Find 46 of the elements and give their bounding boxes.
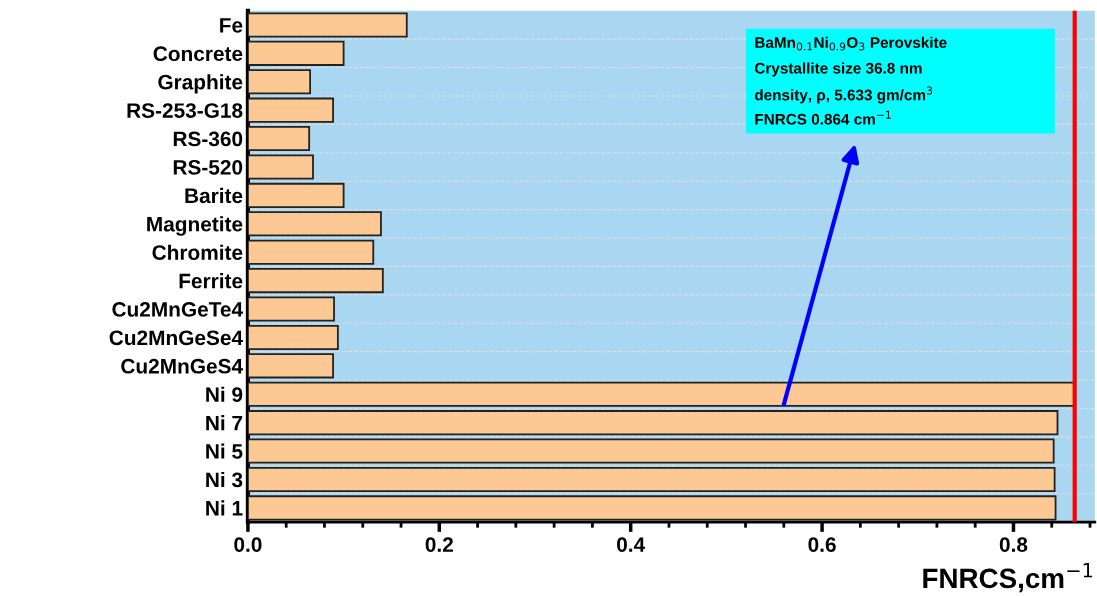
bar: [247, 69, 312, 95]
bar: [247, 154, 314, 180]
y-tick-label: RS-360: [173, 131, 243, 147]
bar: [247, 268, 384, 294]
annotation: density, ρ, 5.633 gm/cm$^{3}$: [754, 86, 933, 104]
x-tick-label: 0.2: [425, 537, 453, 552]
bar: [247, 495, 1057, 521]
y-tick-label: Ferrite: [179, 273, 243, 289]
y-tick-label: Magnetite: [147, 216, 243, 236]
y-tick-label: Cu2MnGeSe4: [109, 330, 243, 346]
bar: [247, 211, 382, 237]
bar: [247, 353, 334, 379]
y-tick-label: Ni 1: [206, 500, 243, 516]
y-tick-label: Chromite: [152, 244, 243, 260]
bar: [247, 324, 339, 350]
y-tick-label: Fe: [220, 18, 243, 33]
bar: [247, 97, 334, 123]
bar: [247, 438, 1055, 464]
x-tick-label: 0.8: [999, 537, 1028, 552]
x-axis-title: FNRCS,cm$^{−1}$: [923, 563, 1093, 593]
bar: [247, 381, 1076, 407]
y-tick-label: Graphite: [158, 74, 243, 94]
bar: [247, 296, 335, 322]
x-tick-label: 0.4: [617, 537, 646, 552]
y-tick-label: Ni 9: [206, 386, 243, 403]
y-tick-label: Concrete: [153, 46, 243, 62]
y-tick-label: Ni 5: [206, 443, 243, 459]
y-tick-label: Cu2MnGeS4: [121, 358, 243, 374]
x-tick-label: 0.0: [234, 537, 262, 552]
annotation: FNRCS 0.864 cm$^{−1}$: [755, 110, 891, 125]
y-tick-label: RS-520: [173, 159, 243, 175]
annotation: Crystallite size 36.8 nm: [754, 62, 922, 77]
y-tick-label: RS-253-G18: [127, 103, 243, 118]
y-tick-label: Ni 3: [206, 471, 243, 488]
y-tick-label: Cu2MnGeTe4: [112, 302, 243, 317]
bar: [247, 40, 345, 66]
bar: [247, 126, 311, 152]
y-tick-label: Barite: [185, 187, 243, 204]
bar: [247, 12, 408, 38]
y-tick-label: Ni 7: [206, 415, 243, 431]
x-tick-label: 0.6: [808, 537, 836, 552]
bar: [247, 410, 1059, 436]
bar: [247, 466, 1056, 493]
bar: [247, 182, 345, 208]
annotation: BaMn$_{0.1}$Ni$_{0.9}$O$_{3}$ Perovskite: [755, 36, 947, 51]
bar: [247, 239, 375, 265]
